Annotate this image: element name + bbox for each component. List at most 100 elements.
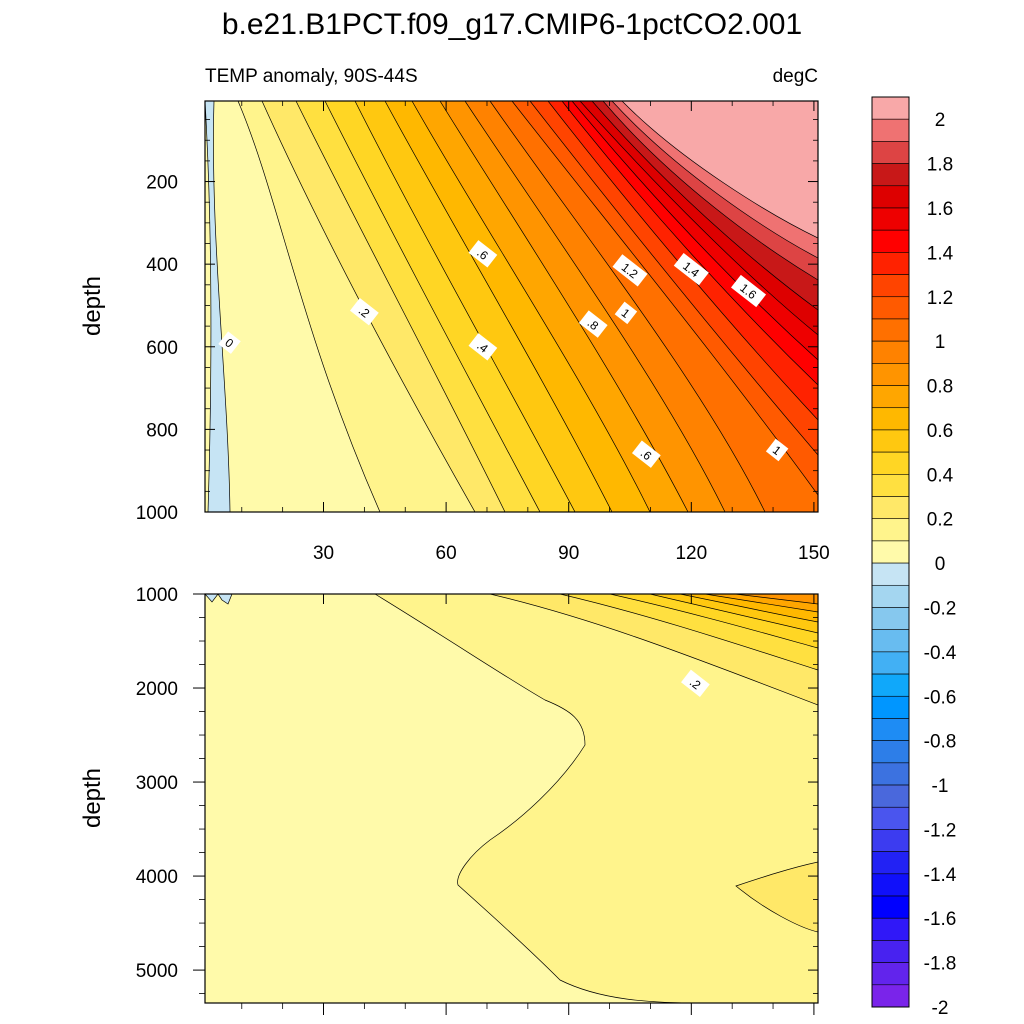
- fill-0.2-0.3-deep: [735, 861, 818, 933]
- colorbar-swatch: [871, 540, 910, 564]
- contour-label-box: [681, 669, 710, 698]
- colorbar-label: -1.4: [924, 865, 957, 886]
- contour-label-box: [612, 254, 648, 287]
- right-string: degC: [773, 66, 818, 87]
- left-string: TEMP anomaly, 90S-44S: [205, 66, 418, 87]
- top-x-tick-label: 60: [436, 543, 457, 564]
- top-panel: TEMP anomaly, 90S-44S degC depth: [79, 66, 830, 564]
- colorbar-swatch: [871, 118, 910, 142]
- top-y-tick-label: 1000: [136, 503, 178, 524]
- bottom-y-tick-label: 5000: [136, 961, 178, 982]
- contour-label: 1: [765, 438, 789, 462]
- colorbar-swatch: [871, 940, 910, 963]
- colorbar-swatch: [871, 318, 910, 342]
- colorbar-swatch: [871, 207, 910, 231]
- colorbar-swatch: [871, 518, 910, 542]
- colorbar-swatch: [871, 851, 910, 875]
- top-x-tick-label: 90: [558, 543, 579, 564]
- bottom-contour-labels: .2: [681, 669, 710, 698]
- top-contour-labels: 0.2.4.6.811.2 1.41.6.6 1: [218, 240, 789, 468]
- contour-label-box: [673, 252, 709, 286]
- contour-label: .6: [631, 440, 661, 468]
- colorbar-label: 1.2: [927, 288, 953, 309]
- colorbar-label: -1.6: [924, 909, 957, 930]
- bottom-contour-field: [205, 594, 818, 1003]
- colorbar-swatch: [871, 429, 910, 453]
- contour-label: .2: [349, 297, 379, 326]
- top-contour-field: [205, 101, 818, 512]
- contour-label: .6: [468, 240, 498, 268]
- colorbar-label: 0.2: [927, 510, 953, 531]
- colorbar-swatch: [871, 829, 910, 852]
- contour-label-box: [468, 240, 498, 268]
- contour-label-box: [468, 333, 498, 361]
- contour-label: .2: [681, 669, 710, 698]
- bottom-y-tick-label: 4000: [136, 867, 178, 888]
- colorbar-swatch: [871, 962, 910, 986]
- colorbar-swatch: [871, 584, 910, 608]
- colorbar-label: -1.2: [924, 820, 957, 841]
- colorbar-swatch: [871, 141, 910, 164]
- colorbar-swatch: [871, 740, 910, 764]
- colorbar-swatch: [871, 496, 910, 520]
- colorbar-swatch: [871, 451, 910, 475]
- contour-label: 0: [218, 331, 241, 354]
- colorbar-swatch: [871, 607, 910, 630]
- colorbar-swatch: [871, 340, 910, 364]
- colorbar: 2 1.8 1.6 1.4 1.2 1 0.8 0.6 0.4 0.2 0 -0.2 -0.4 -0.6 -…: [871, 96, 957, 1019]
- colorbar-swatch: [871, 363, 910, 386]
- colorbar-label: -0.8: [924, 732, 957, 753]
- contour-label: 1: [614, 301, 638, 325]
- colorbar-swatch: [871, 629, 910, 653]
- bottom-y-tick-label: 2000: [136, 679, 178, 700]
- colorbar-swatch: [871, 474, 910, 497]
- contour-label-box: [730, 274, 767, 308]
- colorbar-label: 1: [935, 332, 946, 353]
- colorbar-swatch: [871, 917, 910, 941]
- top-x-ticks: 30 60 90 120 150: [241, 101, 830, 564]
- contour-label: .4: [468, 333, 498, 361]
- colorbar-swatch: [871, 274, 910, 298]
- colorbar-label: 0.6: [927, 421, 953, 442]
- colorbar-swatch: [871, 806, 910, 830]
- bottom-panel: depth 1000 2000 3000 4000 5000 .2: [79, 585, 819, 1015]
- colorbar-swatch: [871, 651, 910, 675]
- contour-label-box: [631, 440, 661, 468]
- colorbar-swatch: [871, 185, 910, 209]
- contour-label-box: [349, 297, 379, 326]
- bottom-y-ticks: 1000 2000 3000 4000 5000: [136, 585, 818, 994]
- colorbar-swatch: [871, 385, 910, 409]
- contour-label: .8: [578, 310, 608, 338]
- colorbar-label: 2: [935, 110, 946, 131]
- colorbar-frame: [871, 96, 910, 1008]
- contour-label-box: [614, 301, 638, 325]
- top-y-tick-label: 200: [146, 173, 178, 194]
- colorbar-swatch: [871, 229, 910, 253]
- colorbar-label: 1.4: [927, 243, 954, 264]
- colorbar-label: 0.8: [927, 377, 953, 398]
- colorbar-swatch: [871, 762, 910, 786]
- fill-0.1-0.2: [374, 594, 818, 1003]
- negative-region-top: [205, 101, 231, 512]
- top-y-tick-label: 600: [146, 338, 178, 359]
- negative-region-bottom: [205, 594, 233, 605]
- colorbar-label: -1: [932, 776, 949, 797]
- colorbar-swatch: [871, 984, 910, 1008]
- bottom-y-tick-label: 1000: [136, 585, 178, 606]
- colorbar-label: 1.6: [927, 199, 953, 220]
- top-x-tick-label: 30: [313, 543, 334, 564]
- colorbar-swatch: [871, 873, 910, 897]
- colorbar-swatch: [871, 673, 910, 697]
- bottom-y-tick-label: 3000: [136, 773, 178, 794]
- top-x-tick-label: 120: [675, 543, 707, 564]
- bottom-plot-frame: [204, 593, 819, 1004]
- top-plot-frame: [204, 100, 819, 513]
- colorbar-label: 1.8: [927, 155, 953, 176]
- top-y-tick-label: 800: [146, 420, 178, 441]
- colorbar-swatch: [871, 695, 910, 719]
- figure-title: b.e21.B1PCT.f09_g17.CMIP6-1pctCO2.001: [222, 8, 802, 41]
- colorbar-swatch: [871, 296, 910, 320]
- contour-label-box: [765, 438, 789, 462]
- top-x-tick-label: 150: [798, 543, 830, 564]
- contour-label-box: [218, 331, 241, 354]
